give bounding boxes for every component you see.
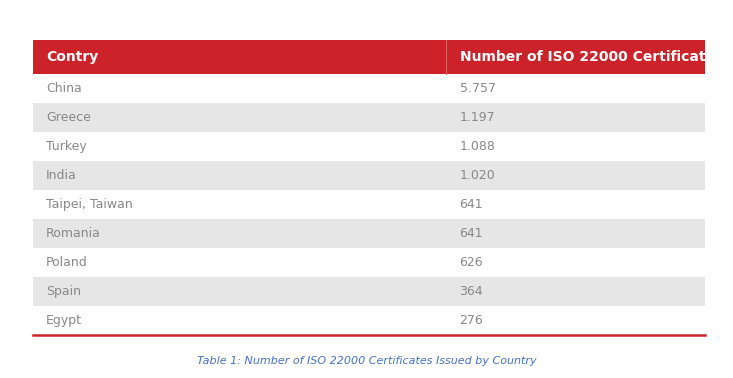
Bar: [33, 277, 705, 305]
Text: India: India: [46, 169, 77, 181]
Text: 641: 641: [460, 226, 483, 240]
Text: Egypt: Egypt: [46, 313, 82, 327]
Text: Romania: Romania: [46, 226, 101, 240]
Text: Poland: Poland: [46, 256, 88, 268]
Bar: [33, 40, 705, 74]
Text: 1.020: 1.020: [460, 169, 496, 181]
Text: 364: 364: [460, 285, 483, 297]
Text: 1.197: 1.197: [460, 111, 496, 124]
Text: Contry: Contry: [46, 50, 98, 64]
Bar: [33, 74, 705, 102]
Text: 1.088: 1.088: [460, 139, 496, 153]
Text: Taipei, Taiwan: Taipei, Taiwan: [46, 198, 133, 211]
Text: Greece: Greece: [46, 111, 91, 124]
Bar: [33, 161, 705, 190]
Text: Turkey: Turkey: [46, 139, 87, 153]
Bar: [33, 305, 705, 335]
Bar: [33, 102, 705, 132]
Text: Table 1: Number of ISO 22000 Certificates Issued by Country: Table 1: Number of ISO 22000 Certificate…: [196, 356, 537, 366]
Text: Number of ISO 22000 Certification: Number of ISO 22000 Certification: [460, 50, 729, 64]
Text: China: China: [46, 82, 82, 94]
Bar: [33, 190, 705, 218]
Text: 5.757: 5.757: [460, 82, 496, 94]
Text: Spain: Spain: [46, 285, 81, 297]
Text: 641: 641: [460, 198, 483, 211]
Text: 626: 626: [460, 256, 483, 268]
Bar: [33, 248, 705, 277]
Bar: [33, 218, 705, 248]
Bar: [33, 132, 705, 161]
Text: 276: 276: [460, 313, 483, 327]
